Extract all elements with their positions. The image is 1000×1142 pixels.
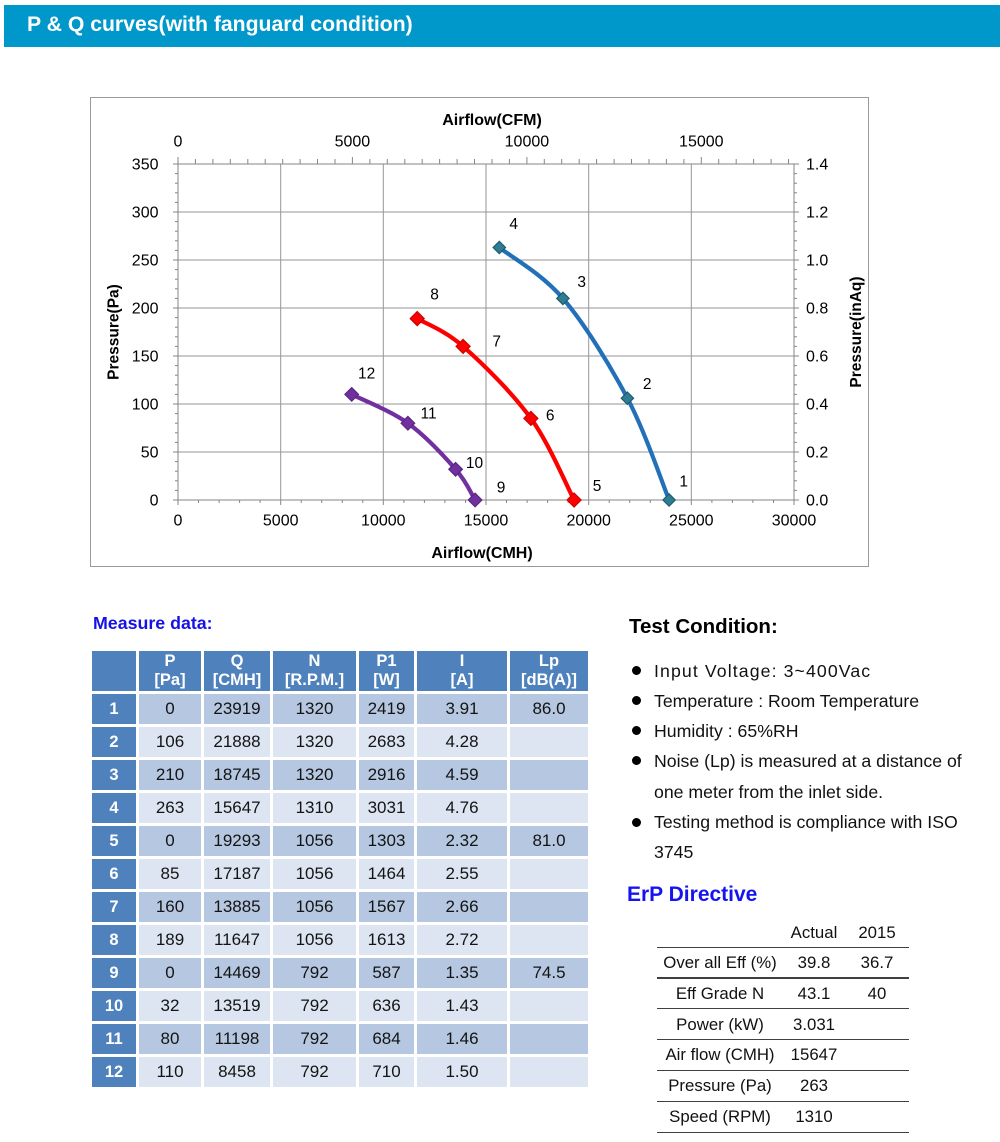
svg-text:350: 350 [132, 157, 159, 174]
svg-text:0.6: 0.6 [806, 349, 828, 366]
svg-text:0.0: 0.0 [806, 493, 828, 510]
svg-text:250: 250 [132, 253, 159, 270]
svg-text:0: 0 [174, 134, 183, 151]
svg-text:0.2: 0.2 [806, 445, 828, 462]
svg-text:300: 300 [132, 205, 159, 222]
svg-text:2: 2 [643, 376, 652, 393]
svg-text:4: 4 [509, 216, 518, 233]
svg-text:10000: 10000 [361, 513, 406, 530]
svg-text:100: 100 [132, 397, 159, 414]
svg-text:12: 12 [358, 366, 375, 383]
svg-text:Airflow(CMH): Airflow(CMH) [431, 545, 532, 562]
svg-text:0.4: 0.4 [806, 397, 828, 414]
svg-text:7: 7 [492, 333, 501, 350]
svg-text:1.0: 1.0 [806, 253, 828, 270]
svg-text:25000: 25000 [669, 513, 714, 530]
svg-text:Pressure(Pa): Pressure(Pa) [106, 284, 123, 380]
svg-text:15000: 15000 [679, 134, 724, 151]
svg-text:1.4: 1.4 [806, 157, 828, 174]
svg-text:30000: 30000 [772, 513, 817, 530]
svg-text:5: 5 [593, 478, 602, 495]
svg-text:10000: 10000 [505, 134, 550, 151]
svg-text:Pressure(inAq): Pressure(inAq) [848, 276, 865, 387]
svg-text:0: 0 [150, 493, 159, 510]
svg-text:Airflow(CFM): Airflow(CFM) [442, 112, 542, 129]
svg-text:0.8: 0.8 [806, 301, 828, 318]
svg-text:3: 3 [577, 274, 586, 291]
svg-text:50: 50 [141, 445, 159, 462]
svg-text:150: 150 [132, 349, 159, 366]
svg-text:6: 6 [546, 407, 555, 424]
svg-text:5000: 5000 [335, 134, 371, 151]
svg-text:8: 8 [430, 287, 439, 304]
svg-text:20000: 20000 [566, 513, 611, 530]
svg-text:15000: 15000 [464, 513, 509, 530]
svg-text:1: 1 [679, 474, 688, 491]
svg-text:9: 9 [497, 480, 506, 497]
svg-text:1.2: 1.2 [806, 205, 828, 222]
svg-text:11: 11 [421, 406, 437, 423]
svg-text:200: 200 [132, 301, 159, 318]
svg-text:5000: 5000 [263, 513, 299, 530]
svg-text:10: 10 [466, 455, 484, 472]
svg-text:0: 0 [174, 513, 183, 530]
